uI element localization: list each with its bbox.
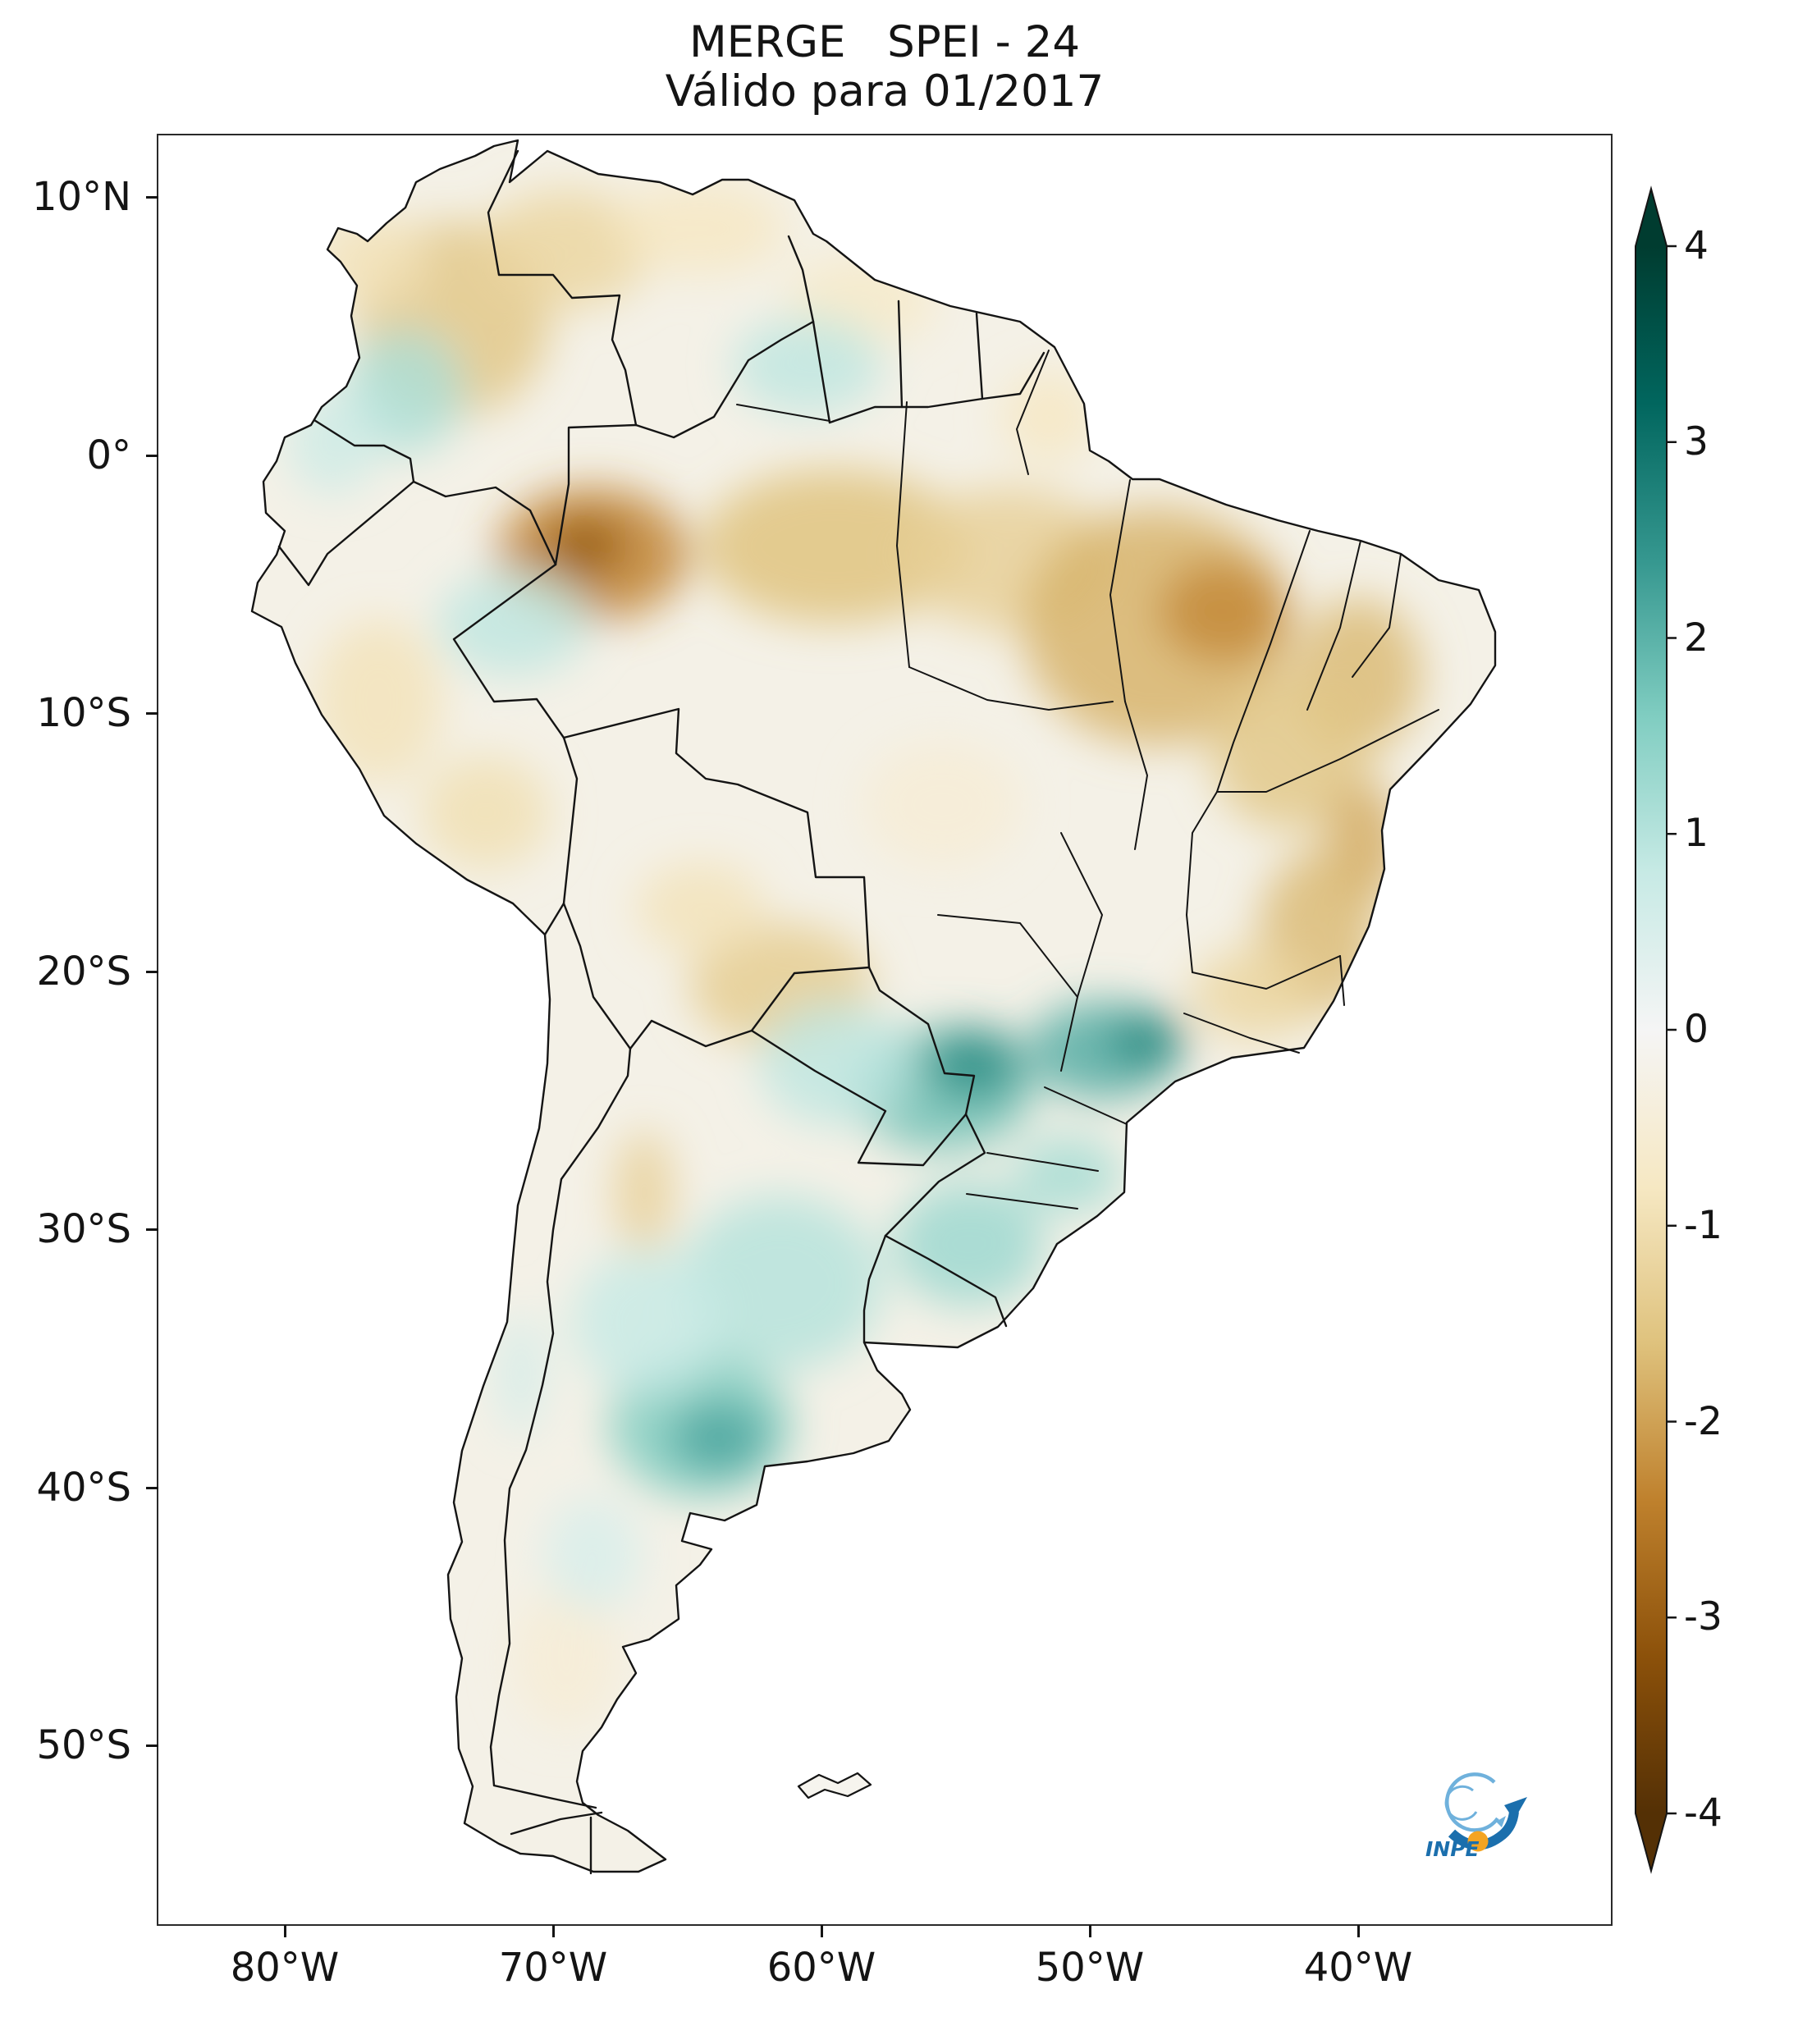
spei-region-south-peru	[421, 756, 551, 870]
colorbar-tick-label: 3	[1684, 418, 1709, 464]
spei-region-colombia-andes-wet	[345, 329, 464, 454]
chart-title: MERGE SPEI - 24	[689, 17, 1081, 67]
spei-region-rio-minas	[1191, 947, 1320, 1040]
colorbar-tick-label: -3	[1684, 1594, 1723, 1640]
lat-tick-label: 10°N	[32, 174, 131, 220]
spei-region-maranhao-core	[1159, 559, 1288, 663]
lat-tick-mark	[146, 1744, 158, 1747]
spei-region-panama-darien	[311, 213, 430, 306]
colorbar-tick-marks	[1667, 245, 1677, 1815]
colorbar-tick-label: -2	[1684, 1398, 1723, 1444]
inpe-swirl-icon	[1444, 1772, 1506, 1832]
spei-region-northeast-argentina-wet	[679, 1195, 883, 1371]
colorbar-tick-label: -1	[1684, 1202, 1723, 1248]
spei-region-northwest-amazon-core	[544, 518, 625, 575]
lat-tick-mark	[146, 1228, 158, 1231]
spei-region-mato-grosso	[861, 740, 1023, 870]
lat-tick-label: 50°S	[36, 1722, 131, 1768]
chart-subtitle: Válido para 01/2017	[665, 66, 1105, 117]
colorbar-tick-label: -4	[1684, 1790, 1723, 1836]
colorbar-tick-label: 4	[1684, 223, 1709, 268]
lat-tick-mark	[146, 1486, 158, 1489]
lat-tick-label: 20°S	[36, 949, 131, 995]
lat-tick-mark	[146, 195, 158, 199]
inpe-text: INPE	[1425, 1837, 1480, 1861]
spei-region-west-paraguay-wet	[759, 1001, 910, 1126]
spei-region-peru-brazil-border-wet	[437, 572, 588, 676]
coastline	[250, 139, 1497, 1873]
spei-region-patagonia-mid-wet	[544, 1498, 642, 1612]
lon-tick-mark	[820, 1925, 823, 1937]
spei-region-northwest-argentina-andes	[614, 1130, 674, 1255]
country-borders	[277, 149, 1045, 1875]
lat-tick-mark	[146, 970, 158, 973]
lon-tick-label: 50°W	[1035, 1945, 1145, 1991]
lon-tick-label: 70°W	[498, 1945, 608, 1991]
lon-tick-label: 80°W	[230, 1945, 340, 1991]
spei-region-chile-central-wet	[496, 1311, 545, 1436]
inpe-dot	[1467, 1831, 1489, 1852]
inpe-logo: INPE	[1425, 1772, 1527, 1861]
spei-region-la-pampa-core	[670, 1402, 768, 1475]
colorbar-tick-label: 2	[1684, 615, 1709, 661]
spei-region-west-venezuela	[480, 190, 652, 309]
spei-region-northeast-venezuela	[614, 181, 787, 276]
lat-tick-label: 10°S	[36, 690, 131, 736]
lon-tick-mark	[1357, 1925, 1360, 1937]
spei-region-ecuador-coast-wet	[287, 391, 379, 495]
spei-region-bolivia-altiplano	[636, 862, 765, 955]
falkland-islands	[797, 1772, 872, 1799]
map-svg	[250, 139, 1497, 1875]
spei-field-layer	[252, 140, 1495, 1872]
spei-region-roraima-wet	[732, 316, 883, 415]
colorbar	[1635, 185, 1677, 1874]
title-block: MERGE SPEI - 24 Válido para 01/2017	[158, 18, 1611, 117]
lon-tick-label: 60°W	[766, 1945, 876, 1991]
lon-tick-mark	[1088, 1925, 1091, 1937]
inpe-arrow-icon	[1448, 1797, 1527, 1850]
state-borders	[736, 350, 1439, 1209]
spei-region-paraguay-parana-core	[926, 1027, 1023, 1100]
lat-tick-mark	[146, 711, 158, 715]
lat-tick-label: 30°S	[36, 1206, 131, 1252]
lon-tick-mark	[283, 1925, 286, 1937]
spei-region-rio-grande-uruguay-wet	[893, 1182, 1045, 1306]
spei-region-amapa	[1000, 370, 1098, 464]
lon-tick-mark	[551, 1925, 555, 1937]
spei-region-cordoba-wet	[571, 1249, 722, 1395]
lat-tick-label: 0°	[86, 432, 131, 478]
lat-tick-label: 40°S	[36, 1465, 131, 1511]
lat-tick-mark	[146, 454, 158, 457]
spei-region-peru-andes	[313, 619, 443, 784]
spei-region-santa-catarina-coast-wet	[1014, 1136, 1122, 1214]
spei-region-sao-paulo-core	[1110, 1011, 1187, 1069]
colorbar-tick-label: 1	[1684, 811, 1709, 857]
spei-region-patagonia-south	[512, 1585, 620, 1731]
colorbar-tick-label: 0	[1684, 1007, 1709, 1052]
colorbar-gradient-bar	[1635, 185, 1668, 1874]
lon-tick-label: 40°W	[1303, 1945, 1413, 1991]
